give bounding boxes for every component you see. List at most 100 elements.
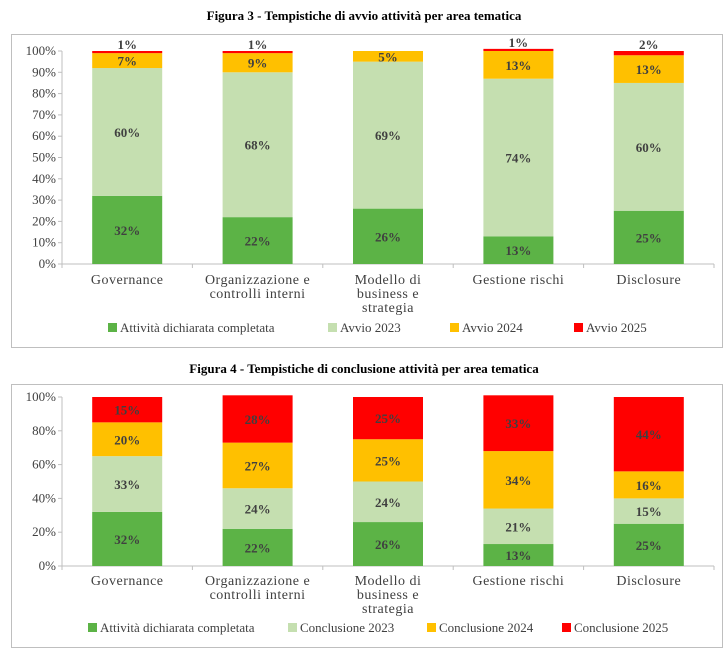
bar-segment <box>483 51 554 79</box>
y-tick-label: 50% <box>32 150 56 165</box>
category-label: Organizzazione e controlli interni <box>205 574 310 603</box>
data-label: 44% <box>636 427 662 442</box>
data-label: 32% <box>114 223 140 238</box>
data-label: 25% <box>375 453 401 468</box>
data-label: 25% <box>636 230 662 245</box>
data-label: 25% <box>636 538 662 553</box>
bar-segment <box>483 78 554 237</box>
category-label-line: Modello di <box>355 273 422 288</box>
legend-label: Conclusione 2024 <box>439 620 534 635</box>
data-label: 13% <box>505 58 531 73</box>
category-label-line: business e <box>357 588 419 603</box>
legend-label: Conclusione 2023 <box>300 620 394 635</box>
legend-label: Attività dichiarata completata <box>100 620 255 635</box>
bar-segment <box>353 522 423 566</box>
legend-swatch <box>88 623 97 632</box>
category-label-line: Modello di <box>355 574 422 589</box>
bar-segment <box>483 451 554 509</box>
data-label: 22% <box>245 234 271 249</box>
legend-swatch <box>427 623 436 632</box>
data-label: 26% <box>375 229 401 244</box>
category-label-line: Governance <box>91 273 164 288</box>
bar-segment <box>222 51 293 54</box>
y-tick-label: 40% <box>32 171 56 186</box>
bar-segment <box>353 481 423 523</box>
category-label-line: controlli interni <box>210 588 306 603</box>
y-tick-label: 60% <box>32 128 56 143</box>
bar-segment <box>222 53 293 73</box>
data-label: 33% <box>114 477 140 492</box>
bar-segment <box>483 236 554 264</box>
bar-segment <box>483 48 554 51</box>
data-label: 15% <box>114 403 140 418</box>
category-label: Organizzazione e controlli interni <box>205 273 310 302</box>
data-label: 21% <box>505 519 531 534</box>
category-label-line: strategia <box>362 602 414 617</box>
bar-segment <box>92 397 163 423</box>
legend-swatch <box>288 623 297 632</box>
bar-segment <box>353 61 423 209</box>
bar-segment <box>222 528 293 566</box>
legend-swatch <box>328 323 337 332</box>
legend-label: Avvio 2023 <box>340 320 401 335</box>
legend-label: Attività dichiarata completata <box>120 320 275 335</box>
data-label: 26% <box>375 537 401 552</box>
data-label: 24% <box>245 502 271 517</box>
figure-3-title: Figura 3 - Tempistiche di avvio attività… <box>206 8 522 23</box>
bar-segment <box>222 488 293 529</box>
data-label: 60% <box>114 125 140 140</box>
bar-segment <box>222 72 293 218</box>
y-tick-label: 10% <box>32 235 56 250</box>
y-tick-label: 70% <box>32 107 56 122</box>
data-label: 9% <box>248 56 268 71</box>
category-label: Modello di business e strategia <box>355 574 422 617</box>
figure-4-chart: 0% 20% 40% 60% 80% 100% 32% 33% 20% 15% Governance… <box>26 389 715 635</box>
figure-3-chart: 0% 10% 20% 30% 40% 50% 60% 70% 80% 90% 100% 32% 60% 7… <box>26 35 715 335</box>
category-label: Disclosure <box>616 273 681 288</box>
data-label: 13% <box>505 243 531 258</box>
category-label: Gestione rischi <box>472 574 564 589</box>
bar-segment <box>483 508 554 545</box>
figure-4-title: Figura 4 - Tempistiche di conclusione at… <box>189 361 539 376</box>
data-label: 28% <box>245 412 271 427</box>
category-label-line: Gestione rischi <box>472 574 564 589</box>
bar-segment <box>92 68 163 196</box>
bar-segment <box>613 523 684 566</box>
data-label: 2% <box>639 37 659 52</box>
category-label-line: Disclosure <box>616 574 681 589</box>
y-tick-label: 90% <box>32 64 56 79</box>
y-tick-label: 20% <box>32 213 56 228</box>
data-label: 69% <box>375 128 401 143</box>
figure-3-chart-frame: 0% 10% 20% 30% 40% 50% 60% 70% 80% 90% 100% 32% 60% 7… <box>11 34 723 348</box>
category-label-line: Gestione rischi <box>472 273 564 288</box>
legend-label: Avvio 2024 <box>462 320 523 335</box>
y-tick-label: 0% <box>39 558 57 573</box>
data-label: 1% <box>248 37 268 52</box>
bar-segment <box>483 544 554 566</box>
category-label-line: controlli interni <box>210 287 306 302</box>
y-tick-label: 80% <box>32 423 56 438</box>
category-label: Governance <box>91 574 164 589</box>
category-label: Governance <box>91 273 164 288</box>
bar-segment <box>613 471 684 499</box>
data-label: 34% <box>505 473 531 488</box>
bar-segment <box>92 456 163 512</box>
legend-label: Avvio 2025 <box>586 320 647 335</box>
y-tick-label: 40% <box>32 490 56 505</box>
bar-segment <box>613 498 684 524</box>
data-label: 16% <box>636 478 662 493</box>
data-label: 13% <box>636 62 662 77</box>
category-label: Gestione rischi <box>472 273 564 288</box>
bar-segment <box>613 55 684 83</box>
data-label: 13% <box>505 548 531 563</box>
category-label-line: strategia <box>362 301 414 316</box>
bar-segment <box>613 210 684 264</box>
category-label-line: business e <box>357 287 419 302</box>
bar-segment <box>483 395 554 452</box>
y-tick-label: 20% <box>32 524 56 539</box>
data-label: 32% <box>114 532 140 547</box>
data-label: 25% <box>375 411 401 426</box>
data-label: 7% <box>117 54 137 69</box>
data-label: 74% <box>505 151 531 166</box>
data-label: 68% <box>245 138 271 153</box>
